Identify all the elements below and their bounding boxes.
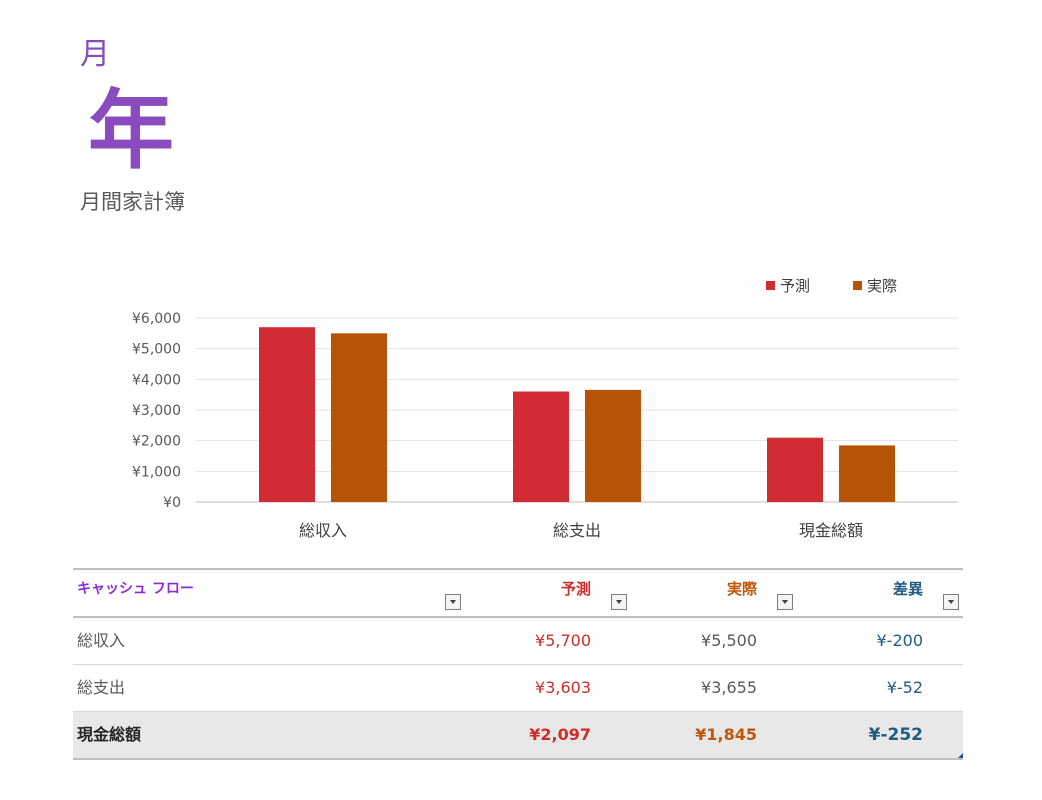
bar-actual[interactable] bbox=[839, 445, 895, 502]
table-total-row[interactable]: 現金総額 ¥2,097 ¥1,845 ¥-252 bbox=[73, 712, 963, 760]
total-forecast-value: ¥2,097 bbox=[529, 725, 591, 744]
column-header-forecast: 予測 bbox=[560, 580, 591, 598]
bar-forecast[interactable] bbox=[767, 437, 823, 502]
y-tick-label: ¥3,000 bbox=[132, 403, 181, 419]
y-tick-label: ¥2,000 bbox=[132, 434, 181, 450]
category-label: 現金総額 bbox=[799, 521, 863, 540]
row-label: 総支出 bbox=[77, 678, 126, 697]
filter-dropdown-difference[interactable] bbox=[943, 594, 959, 610]
category-label: 総支出 bbox=[553, 521, 601, 540]
legend-swatch bbox=[853, 281, 862, 290]
difference-value: ¥-52 bbox=[886, 678, 923, 697]
table-row[interactable]: 総収入 ¥5,700 ¥5,500 ¥-200 bbox=[73, 618, 963, 665]
actual-value: ¥3,655 bbox=[701, 678, 757, 697]
actual-value: ¥5,500 bbox=[701, 631, 757, 650]
bar-forecast[interactable] bbox=[259, 327, 315, 502]
bar-actual[interactable] bbox=[331, 333, 387, 502]
chart-labels: ¥0 ¥1,000 ¥2,000 ¥3,000 ¥4,000 ¥5,000 ¥6,000 総収… bbox=[132, 311, 863, 540]
month-label: 月 bbox=[80, 37, 110, 72]
total-difference-value: ¥-252 bbox=[868, 725, 923, 745]
total-actual-value: ¥1,845 bbox=[695, 725, 757, 744]
forecast-value: ¥5,700 bbox=[535, 631, 591, 650]
legend-label: 実際 bbox=[867, 277, 897, 295]
bar-forecast[interactable] bbox=[513, 391, 569, 502]
y-tick-label: ¥6,000 bbox=[132, 311, 181, 327]
column-header-actual: 実際 bbox=[726, 580, 757, 598]
y-tick-label: ¥1,000 bbox=[132, 464, 181, 480]
difference-value: ¥-200 bbox=[876, 631, 924, 650]
bar-actual[interactable] bbox=[585, 389, 641, 502]
column-header-difference: 差異 bbox=[892, 580, 923, 598]
legend-swatch bbox=[766, 281, 775, 290]
chart-bars bbox=[259, 327, 895, 502]
row-label: 総収入 bbox=[77, 631, 126, 650]
filter-dropdown-actual[interactable] bbox=[777, 594, 793, 610]
forecast-value: ¥3,603 bbox=[535, 678, 591, 697]
y-tick-label: ¥5,000 bbox=[132, 342, 181, 358]
chart-legend: 予測 実際 bbox=[766, 277, 897, 295]
chart-gridlines bbox=[196, 317, 958, 503]
filter-dropdown-cash-flow[interactable] bbox=[445, 594, 461, 610]
table-row[interactable]: 総支出 ¥3,603 ¥3,655 ¥-52 bbox=[73, 665, 963, 712]
total-label: 現金総額 bbox=[77, 725, 142, 744]
column-header-cash-flow: キャッシュ フロー bbox=[77, 581, 194, 597]
category-label: 総収入 bbox=[299, 521, 347, 540]
filter-dropdown-forecast[interactable] bbox=[611, 594, 627, 610]
table-resize-handle[interactable] bbox=[958, 753, 963, 758]
cash-flow-chart: ¥0 ¥1,000 ¥2,000 ¥3,000 ¥4,000 ¥5,000 ¥6,000 総収… bbox=[132, 277, 958, 540]
y-tick-label: ¥0 bbox=[163, 495, 181, 511]
y-tick-label: ¥4,000 bbox=[132, 372, 181, 388]
subtitle: 月間家計簿 bbox=[80, 190, 185, 214]
year-label: 年 bbox=[88, 81, 174, 181]
legend-label: 予測 bbox=[780, 277, 810, 295]
cash-flow-table: キャッシュ フロー 予測 実際 差異 総収入 ¥5,700 ¥5,500 ¥-2… bbox=[73, 568, 963, 760]
table-header-row: キャッシュ フロー 予測 実際 差異 bbox=[73, 570, 963, 618]
